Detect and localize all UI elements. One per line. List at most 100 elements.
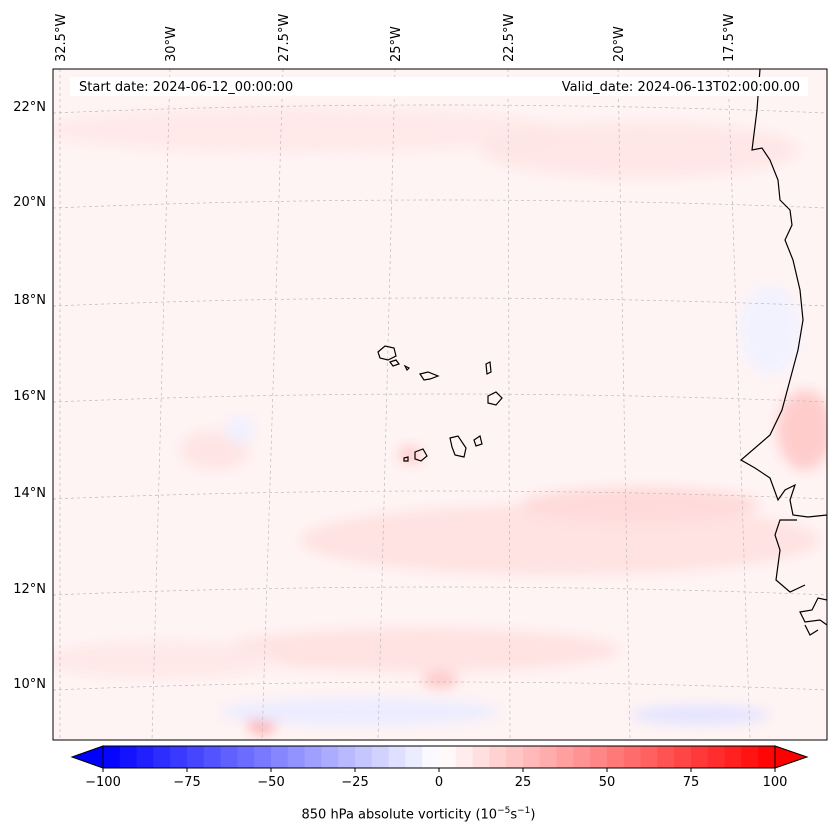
colorbar-cell [338, 746, 356, 768]
longitude-label: 22.5°W [502, 14, 517, 62]
colorbar-cell [254, 746, 272, 768]
island-santo-antao [377, 345, 397, 361]
colorbar-tick-label: 25 [515, 775, 532, 790]
gridlines [53, 69, 827, 740]
latitude-gridline [53, 681, 827, 691]
longitude-label: 17.5°W [722, 14, 737, 62]
vorticity-patch-southwest [53, 642, 280, 678]
latitude-label: 12°N [13, 582, 46, 597]
colorbar-cell [371, 746, 390, 768]
colorbar-cell [388, 746, 406, 768]
colorbar-cell [136, 746, 154, 768]
colorbar-cell [220, 746, 238, 768]
longitude-gridline [377, 69, 396, 740]
vorticity-patch-blue-south [220, 698, 500, 726]
colorbar-cell [287, 746, 306, 768]
colorbar-cell [741, 746, 759, 768]
valid-date-label: Valid_date: 2024-06-13T02:00:00.00 [562, 80, 800, 95]
colorbar-cell [439, 746, 457, 768]
vorticity-patch-coast [777, 390, 827, 470]
longitude-gridline [151, 69, 171, 740]
latitude-label: 18°N [13, 293, 46, 308]
latitude-gridline [53, 490, 827, 500]
longitude-label: 27.5°W [277, 14, 292, 62]
colorbar-tick-label: 0 [435, 775, 443, 790]
colorbar-cell [170, 746, 188, 768]
latitude-label: 14°N [13, 486, 46, 501]
colorbar-cell [304, 746, 322, 768]
island-fogo [414, 448, 428, 462]
colorbar-cell [758, 746, 776, 768]
island-santiago [449, 435, 467, 458]
vorticity-patch-south [220, 628, 620, 672]
vorticity-patch-northeast [480, 122, 800, 178]
vorticity-patch-hotspot2 [422, 672, 458, 688]
island-sao-nicolau [419, 371, 440, 381]
colorbar-cell [472, 746, 490, 768]
colorbar-cell [203, 746, 222, 768]
date-info-box [70, 77, 808, 96]
colorbar-cell [556, 746, 574, 768]
vorticity-field [53, 108, 827, 734]
longitude-label: 30°W [164, 26, 179, 62]
colorbar-cell [623, 746, 642, 768]
colorbar-title-exponent-1: −5 [497, 806, 511, 816]
longitude-gridline [727, 69, 751, 740]
latitude-gridline [53, 393, 827, 403]
longitude-label: 20°W [612, 26, 627, 62]
colorbar-cell [539, 746, 558, 768]
colorbar-extend-min [70, 745, 104, 769]
vorticity-patch-blue-southeast [630, 705, 770, 725]
colorbar-cell [271, 746, 289, 768]
colorbar-title: 850 hPa absolute vorticity (10−5s−1) [0, 806, 837, 822]
africa-coastline [739, 69, 827, 636]
latitude-label: 22°N [13, 100, 46, 115]
colorbar-tick-label: −50 [257, 775, 284, 790]
colorbar-title-exponent-2: −1 [517, 806, 531, 816]
longitude-label: 25°W [389, 26, 404, 62]
latitude-gridline [53, 586, 827, 596]
latitude-label: 10°N [13, 677, 46, 692]
colorbar-cell [489, 746, 507, 768]
longitude-labels: 32.5°W 30°W 27.5°W 25°W 22.5°W 20°W 17.5°W [54, 14, 737, 62]
colorbar-extend-max [774, 745, 809, 769]
colorbar-cell [405, 746, 423, 768]
colorbar-cell [506, 746, 524, 768]
island-boa-vista [487, 391, 503, 406]
colorbar-tick-label: 50 [599, 775, 616, 790]
colorbar-tick-label: −75 [173, 775, 200, 790]
latitude-label: 16°N [13, 389, 46, 404]
colorbar-cell [103, 746, 121, 768]
colorbar-cell [237, 746, 255, 768]
colorbar-tick-label: −25 [341, 775, 368, 790]
colorbar-title-end: ) [530, 807, 536, 823]
colorbar-cell [707, 746, 726, 768]
longitude-gridline [261, 69, 284, 740]
vorticity-patch-blue-east [740, 285, 800, 375]
latitude-labels: 22°N 20°N 18°N 16°N 14°N 12°N 10°N [13, 100, 46, 692]
vorticity-patch-band2 [520, 487, 760, 523]
island-santa-luzia [403, 364, 411, 372]
latitude-gridline [53, 297, 827, 307]
cape-verde-islands [377, 345, 503, 462]
colorbar-title-unit: s [510, 807, 518, 823]
colorbar-cell [691, 746, 709, 768]
colorbar-cell [640, 746, 658, 768]
colorbar-cell [523, 746, 541, 768]
latitude-gridline [53, 199, 827, 209]
island-maio [473, 435, 483, 447]
vorticity-patch-blue-west [226, 416, 254, 444]
colorbar-cell [607, 746, 625, 768]
latitude-label: 20°N [13, 195, 46, 210]
colorbar-cells [103, 746, 776, 768]
map-frame [52, 68, 828, 741]
colorbar-tick-label: 75 [683, 775, 700, 790]
island-sao-vicente [389, 359, 400, 367]
longitude-gridline [507, 69, 511, 740]
colorbar-cell [153, 746, 171, 768]
island-sal [485, 361, 492, 375]
start-date-label: Start date: 2024-06-12_00:00:00 [79, 80, 293, 95]
colorbar-cell [724, 746, 742, 768]
colorbar-cell [573, 746, 591, 768]
vorticity-patch-north [53, 108, 560, 152]
